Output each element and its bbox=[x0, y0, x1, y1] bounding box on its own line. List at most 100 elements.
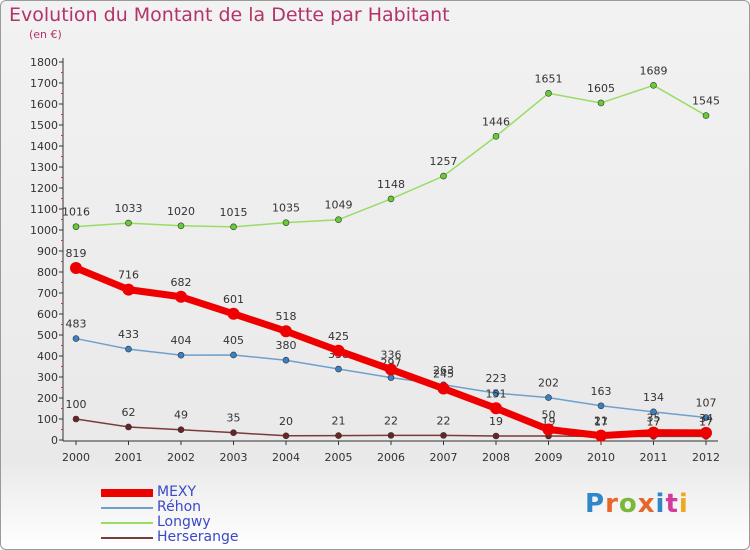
x-tick-label: 2011 bbox=[640, 451, 668, 464]
data-point bbox=[700, 426, 712, 439]
data-label: 682 bbox=[171, 276, 192, 289]
data-label: 1257 bbox=[430, 155, 458, 168]
data-point bbox=[125, 345, 132, 353]
data-label: 518 bbox=[276, 310, 297, 323]
y-tick-label: 1000 bbox=[30, 224, 58, 237]
data-point bbox=[702, 112, 710, 119]
data-point bbox=[545, 89, 552, 97]
logo-letter: r bbox=[605, 489, 619, 519]
y-tick-label: 600 bbox=[37, 308, 58, 321]
y-tick-label: 500 bbox=[37, 329, 58, 342]
y-tick-label: 900 bbox=[37, 245, 58, 258]
data-point bbox=[335, 432, 342, 439]
data-label: 223 bbox=[486, 372, 507, 385]
data-point bbox=[387, 374, 395, 381]
y-tick-label: 300 bbox=[37, 371, 58, 384]
data-point bbox=[492, 432, 500, 440]
proxiti-logo: Proxiti bbox=[585, 489, 689, 519]
legend-item-longwy: Longwy bbox=[101, 515, 239, 530]
x-tick-label: 2000 bbox=[62, 451, 90, 464]
data-label: 20 bbox=[279, 415, 293, 428]
data-point bbox=[332, 344, 345, 357]
y-tick-label: 1400 bbox=[30, 140, 58, 153]
logo-letter: o bbox=[618, 489, 638, 519]
legend-swatch bbox=[101, 488, 153, 497]
data-label: 433 bbox=[118, 328, 139, 341]
data-label: 1049 bbox=[325, 199, 353, 212]
legend-label: Réhon bbox=[157, 499, 202, 515]
data-label: 21 bbox=[594, 415, 608, 428]
legend-item-mexy: MEXY bbox=[101, 485, 239, 500]
data-label: 1020 bbox=[167, 205, 195, 218]
data-point bbox=[177, 222, 185, 230]
data-label: 483 bbox=[66, 318, 87, 331]
data-label: 35 bbox=[647, 412, 661, 425]
x-tick-label: 2007 bbox=[430, 451, 458, 464]
y-tick-label: 1100 bbox=[30, 203, 58, 216]
x-tick-label: 2002 bbox=[167, 451, 195, 464]
data-point bbox=[282, 432, 290, 440]
y-tick-label: 0 bbox=[51, 434, 58, 447]
legend-item-herserange: Herserange bbox=[101, 530, 239, 545]
legend-label: MEXY bbox=[157, 484, 197, 500]
data-label: 22 bbox=[384, 414, 398, 427]
data-point bbox=[335, 216, 342, 224]
data-label: 405 bbox=[223, 334, 244, 347]
data-label: 21 bbox=[332, 415, 346, 428]
x-tick-label: 2005 bbox=[325, 451, 353, 464]
data-point bbox=[490, 402, 502, 415]
y-tick-label: 1500 bbox=[30, 119, 58, 132]
x-tick-label: 2012 bbox=[692, 451, 720, 464]
data-label: 134 bbox=[643, 391, 664, 404]
y-tick-label: 100 bbox=[37, 413, 58, 426]
legend-label: Herserange bbox=[157, 529, 239, 545]
data-point bbox=[177, 426, 185, 434]
logo-letter: i bbox=[655, 489, 666, 519]
data-label: 35 bbox=[227, 412, 241, 425]
data-point bbox=[597, 99, 605, 107]
data-point bbox=[597, 402, 605, 410]
data-label: 1016 bbox=[62, 206, 90, 219]
data-label: 62 bbox=[122, 406, 136, 419]
data-label: 50 bbox=[542, 409, 556, 422]
data-label: 22 bbox=[437, 414, 451, 427]
data-point bbox=[492, 389, 500, 397]
chart-title: Evolution du Montant de la Dette par Hab… bbox=[9, 4, 450, 26]
data-label: 425 bbox=[328, 330, 349, 343]
data-label: 49 bbox=[174, 409, 188, 422]
data-label: 163 bbox=[591, 385, 612, 398]
data-point bbox=[72, 223, 80, 230]
data-label: 100 bbox=[66, 398, 87, 411]
data-point bbox=[175, 290, 187, 303]
data-point bbox=[125, 423, 132, 431]
chart-subtitle: (en €) bbox=[29, 28, 62, 41]
logo-letter: i bbox=[678, 489, 689, 519]
data-point bbox=[72, 415, 80, 423]
logo-letter: t bbox=[665, 489, 679, 519]
legend-swatch bbox=[101, 536, 153, 539]
y-tick-label: 400 bbox=[37, 350, 58, 363]
data-label: 1605 bbox=[587, 82, 615, 95]
data-label: 1148 bbox=[377, 178, 405, 191]
legend-swatch bbox=[101, 521, 153, 524]
data-point bbox=[647, 426, 660, 439]
y-tick-label: 700 bbox=[37, 287, 58, 300]
data-label: 380 bbox=[276, 339, 297, 352]
data-label: 1015 bbox=[220, 206, 248, 219]
data-point bbox=[230, 351, 237, 359]
data-label: 1651 bbox=[535, 72, 563, 85]
y-tick-label: 1600 bbox=[30, 98, 58, 111]
data-point bbox=[282, 219, 290, 226]
data-label: 151 bbox=[486, 387, 507, 400]
data-point bbox=[387, 195, 395, 203]
data-label: 819 bbox=[66, 247, 87, 260]
series-mexy: 819 716 682 601 518 425 336 245 151 50 21 35 34 bbox=[66, 247, 713, 442]
logo-letter: x bbox=[637, 489, 656, 519]
data-point bbox=[437, 382, 450, 395]
data-point bbox=[492, 133, 500, 140]
y-tick-label: 1800 bbox=[30, 56, 58, 69]
y-tick-label: 1700 bbox=[30, 77, 58, 90]
data-point bbox=[385, 363, 397, 376]
data-label: 601 bbox=[223, 293, 244, 306]
